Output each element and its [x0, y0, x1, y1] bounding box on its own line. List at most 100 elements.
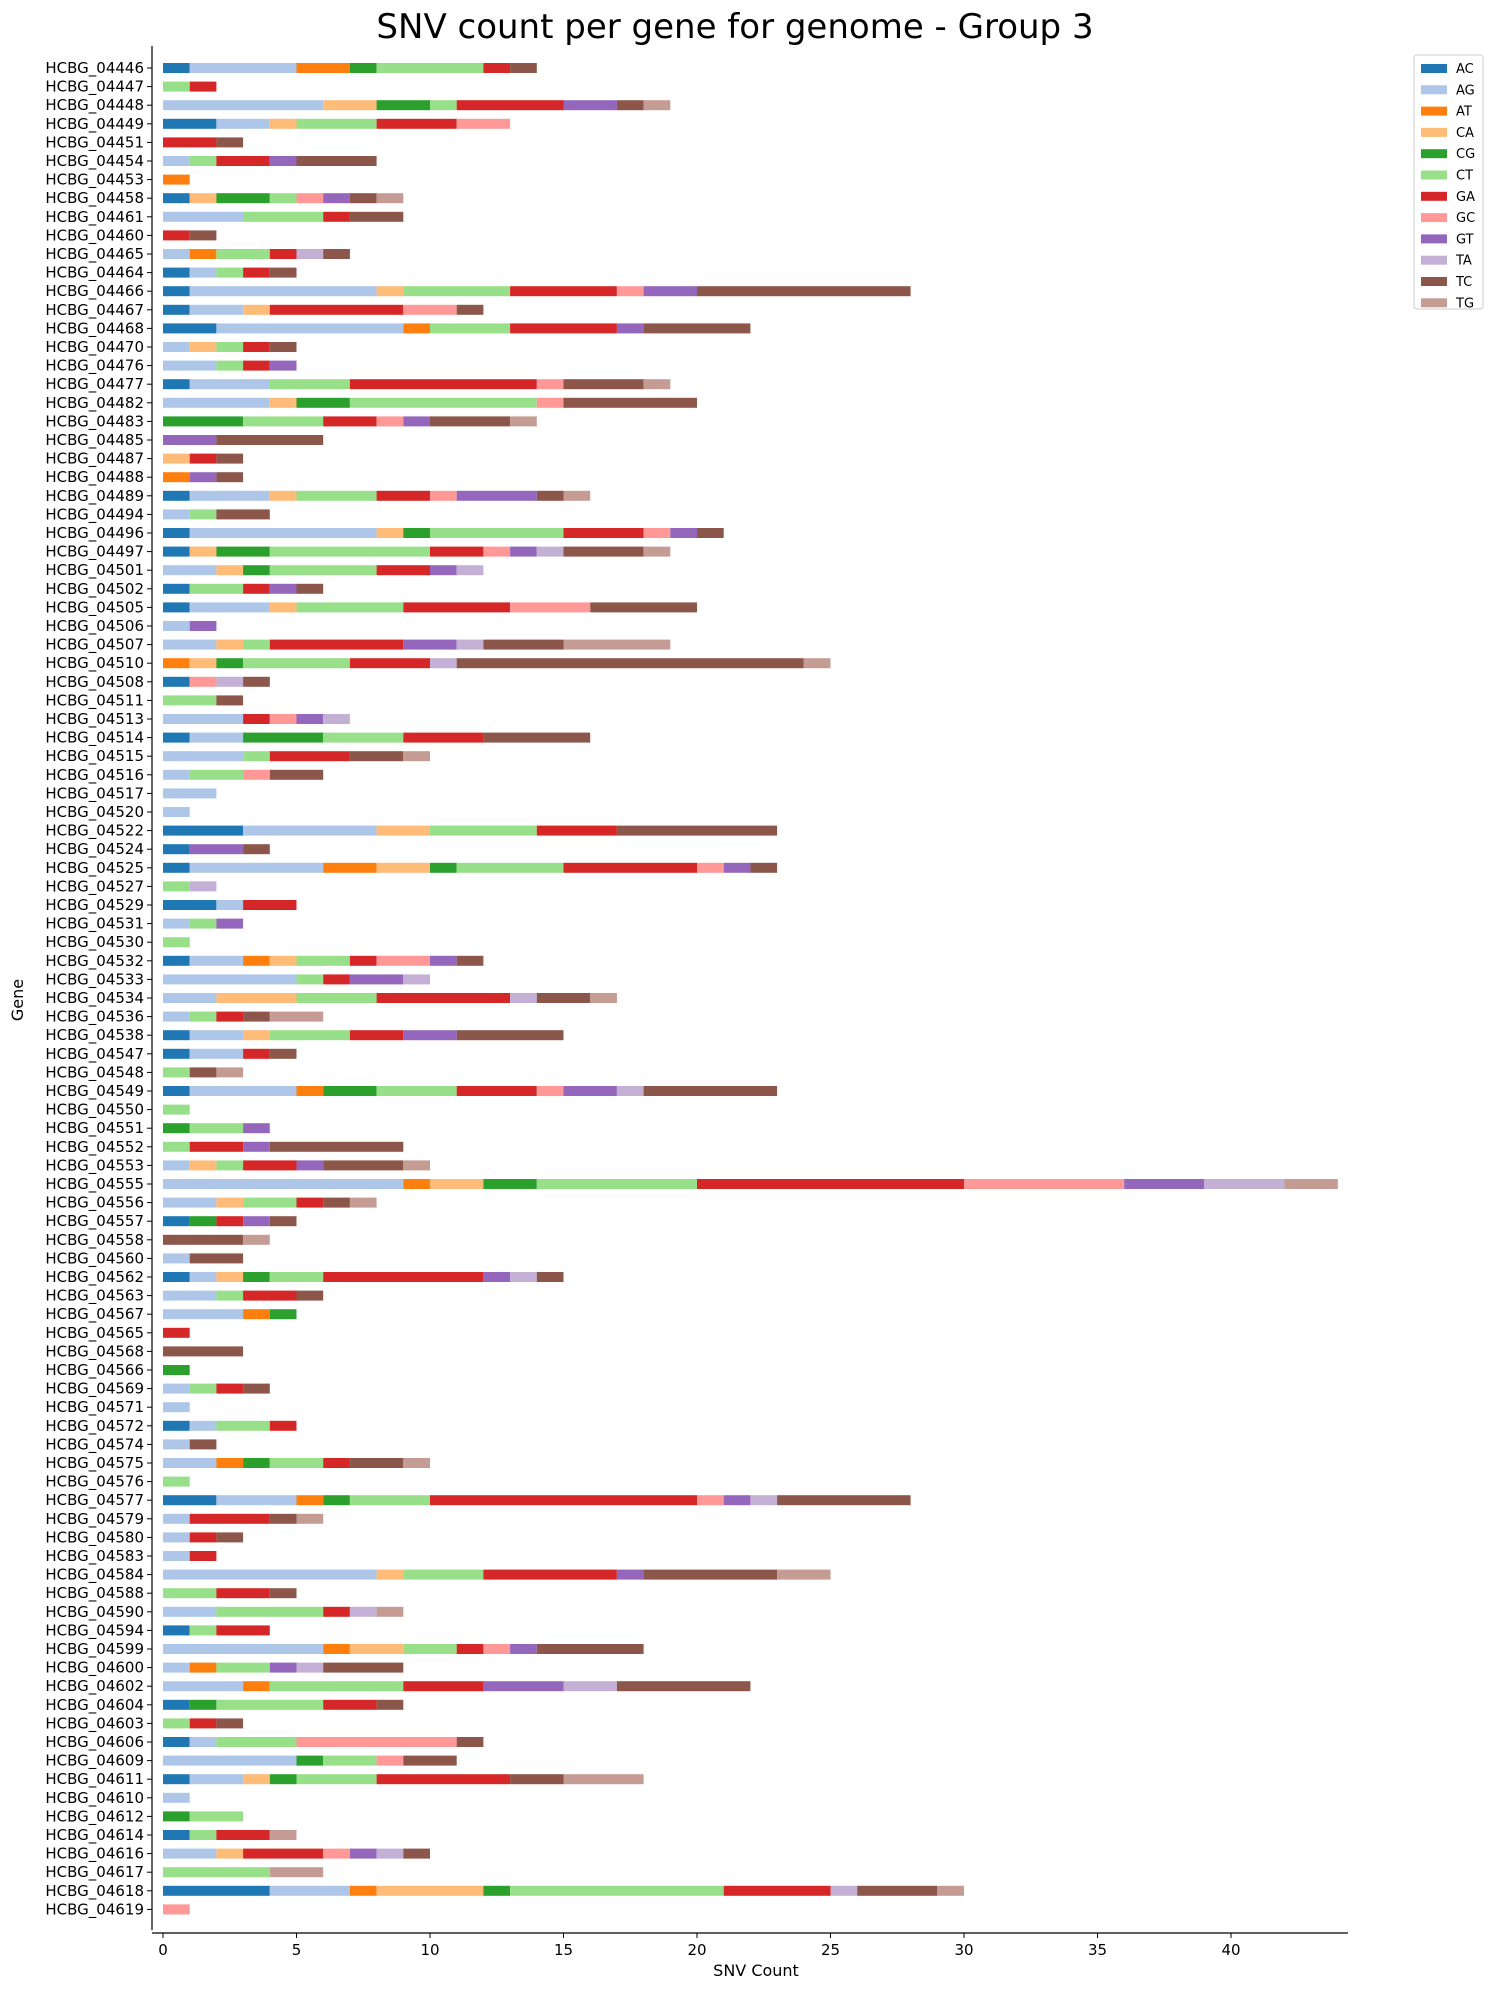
bar-segment-HCBG_04588-CT: [163, 1588, 217, 1599]
bar-segment-HCBG_04590-AG: [163, 1606, 217, 1617]
y-tick-label: HCBG_04516: [45, 766, 144, 785]
y-tick-label: HCBG_04549: [45, 1082, 144, 1101]
bar-segment-HCBG_04446-CT: [376, 63, 484, 73]
bar-segment-HCBG_04453-AT: [163, 174, 190, 185]
y-tick-label: HCBG_04565: [45, 1324, 144, 1343]
y-tick-label: HCBG_04524: [45, 840, 144, 859]
y-tick-label: HCBG_04569: [45, 1380, 144, 1399]
bar-segment-HCBG_04617-TG: [269, 1867, 324, 1878]
bar-segment-HCBG_04458-CG: [216, 193, 270, 204]
bar-segment-HCBG_04611-TG: [563, 1774, 644, 1785]
bar-segment-HCBG_04584-TG: [777, 1569, 831, 1580]
bar-segment-HCBG_04466-GT: [643, 286, 697, 297]
bar-segment-HCBG_04454-CT: [189, 156, 217, 166]
legend-label-AC: AC: [1456, 62, 1474, 77]
bar-segment-HCBG_04465-CT: [216, 249, 270, 259]
legend-swatch-CG: [1421, 149, 1447, 159]
bar-segment-HCBG_04549-AG: [189, 1086, 297, 1096]
bar-segment-HCBG_04461-GA: [323, 211, 350, 222]
bar-segment-HCBG_04600-AG: [163, 1662, 190, 1673]
bar-segment-HCBG_04603-TC: [216, 1718, 244, 1729]
bar-segment-HCBG_04604-CT: [216, 1699, 324, 1710]
bar-segment-HCBG_04447-CT: [163, 81, 190, 92]
bar-segment-HCBG_04575-AG: [163, 1458, 217, 1468]
bar-segment-HCBG_04477-TG: [643, 379, 671, 390]
bar-segment-HCBG_04577-CG: [323, 1495, 350, 1506]
y-tick-label: HCBG_04449: [45, 115, 144, 134]
y-tick-label: HCBG_04505: [45, 598, 144, 617]
bar-segment-HCBG_04466-GC: [616, 286, 644, 297]
y-axis: HCBG_04446HCBG_04447HCBG_04448HCBG_04449…: [45, 46, 153, 1930]
legend: AC AG AT CA CG CT GA GC GT TA TC TG: [1413, 54, 1484, 311]
bar-segment-HCBG_04588-GA: [216, 1588, 270, 1599]
bar-segment-HCBG_04510-GA: [349, 658, 430, 669]
bar-segment-HCBG_04446-AT: [296, 63, 350, 73]
bar-segment-HCBG_04507-GA: [269, 639, 404, 650]
legend-swatch-GA: [1421, 191, 1447, 201]
bar-segment-HCBG_04557-TC: [269, 1216, 297, 1227]
bar-segment-HCBG_04451-TC: [216, 137, 244, 148]
bar-segment-HCBG_04510-CG: [216, 658, 244, 669]
y-tick-label: HCBG_04520: [45, 803, 144, 822]
y-tick-label: HCBG_04555: [45, 1175, 144, 1194]
bar-segment-HCBG_04609-CT: [323, 1755, 377, 1766]
bar-segment-HCBG_04617-CT: [163, 1867, 270, 1878]
bar-segment-HCBG_04467-AG: [189, 304, 244, 315]
bar-segment-HCBG_04524-GT: [189, 844, 244, 855]
bar-segment-HCBG_04448-CG: [376, 100, 430, 111]
bar-segment-HCBG_04464-AG: [189, 267, 217, 278]
bar-segment-HCBG_04549-AT: [296, 1086, 324, 1096]
bar-segment-HCBG_04525-TC: [750, 862, 778, 873]
bar-segment-HCBG_04534-CT: [296, 993, 377, 1003]
bar-segment-HCBG_04446-AG: [189, 63, 297, 73]
bar-segment-HCBG_04616-AG: [163, 1848, 217, 1859]
bar-segment-HCBG_04494-TC: [216, 509, 270, 520]
bar-segment-HCBG_04532-GC: [376, 955, 430, 966]
bar-segment-HCBG_04501-AG: [163, 565, 217, 576]
x-axis-label: SNV Count: [713, 1961, 799, 1980]
bar-segment-HCBG_04529-AG: [216, 900, 244, 910]
bar-segment-HCBG_04525-CA: [376, 862, 430, 873]
bar-segment-HCBG_04461-CT: [243, 211, 324, 222]
bar-segment-HCBG_04488-GT: [189, 472, 217, 483]
y-tick-label: HCBG_04508: [45, 673, 144, 692]
bar-segment-HCBG_04467-CA: [243, 304, 270, 315]
bar-segment-HCBG_04508-TC: [243, 676, 270, 687]
bar-segment-HCBG_04497-GT: [510, 546, 537, 557]
bar-segment-HCBG_04470-AG: [163, 342, 190, 352]
bar-segment-HCBG_04488-TC: [216, 472, 244, 483]
bar-segment-HCBG_04556-AG: [163, 1197, 217, 1208]
bar-segment-HCBG_04476-GT: [269, 360, 297, 371]
bar-segment-HCBG_04446-AC: [163, 63, 190, 73]
bar-segment-HCBG_04497-AC: [163, 546, 190, 557]
bar-segment-HCBG_04609-GC: [376, 1755, 404, 1766]
bar-segment-HCBG_04487-TC: [216, 453, 244, 464]
bar-segment-HCBG_04510-AT: [163, 658, 190, 669]
bar-segment-HCBG_04557-AC: [163, 1216, 190, 1227]
bar-segment-HCBG_04555-AG: [163, 1179, 404, 1189]
bar-segment-HCBG_04618-CG: [483, 1885, 511, 1896]
bar-segment-HCBG_04616-GT: [349, 1848, 377, 1859]
y-tick-label: HCBG_04529: [45, 896, 144, 915]
bar-segment-HCBG_04534-CA: [216, 993, 297, 1003]
y-tick-label: HCBG_04567: [45, 1305, 144, 1324]
bar-segment-HCBG_04489-AG: [189, 490, 270, 501]
bar-segment-HCBG_04460-GA: [163, 230, 190, 241]
y-tick-label: HCBG_04467: [45, 301, 144, 320]
bar-segment-HCBG_04577-TA: [750, 1495, 778, 1506]
y-tick-label: HCBG_04534: [45, 989, 144, 1008]
bar-segment-HCBG_04600-TA: [296, 1662, 324, 1673]
bar-segment-HCBG_04558-TG: [243, 1234, 270, 1245]
bar-segment-HCBG_04584-TC: [643, 1569, 778, 1580]
bar-segment-HCBG_04514-AC: [163, 732, 190, 743]
bar-segment-HCBG_04501-GT: [430, 565, 457, 576]
bar-segment-HCBG_04569-TC: [243, 1383, 270, 1394]
bar-segment-HCBG_04584-AG: [163, 1569, 377, 1580]
bar-segment-HCBG_04602-GA: [403, 1681, 484, 1692]
bar-segment-HCBG_04604-GA: [323, 1699, 377, 1710]
bar-segment-HCBG_04483-GT: [403, 416, 430, 427]
bar-segment-HCBG_04556-TG: [349, 1197, 377, 1208]
bar-segment-HCBG_04488-AT: [163, 472, 190, 483]
bar-segment-HCBG_04555-GT: [1124, 1179, 1205, 1189]
y-tick-label: HCBG_04530: [45, 933, 144, 952]
